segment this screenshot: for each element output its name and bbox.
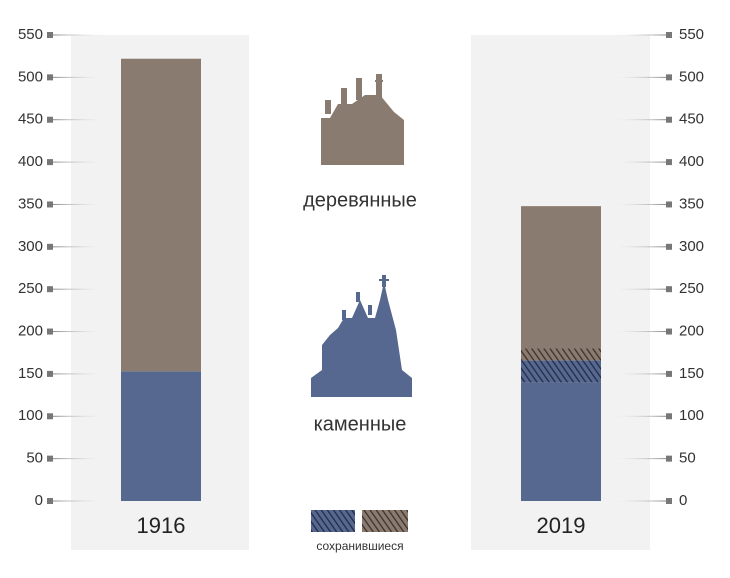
y-tick-label: 0 (35, 492, 43, 509)
bar-segment (521, 348, 601, 361)
y-tick-label: 500 (18, 68, 43, 85)
y2-tick-label: 200 (679, 323, 704, 340)
tick-line (616, 161, 666, 163)
tick-mark (47, 201, 53, 208)
x-tick-label: 1916 (137, 513, 186, 538)
tick-mark (666, 455, 672, 462)
stone-church-icon (311, 275, 412, 397)
tick-line (616, 415, 666, 417)
tick-line (616, 119, 666, 121)
y-tick-label: 200 (18, 323, 43, 340)
y2-tick-label: 100 (679, 407, 704, 424)
tick-line (616, 76, 666, 78)
tick-line (53, 76, 103, 78)
y2-tick-label: 300 (679, 238, 704, 255)
y2-tick-label: 450 (679, 111, 704, 128)
tick-line (616, 500, 666, 502)
y-tick-label: 400 (18, 153, 43, 170)
tick-line (616, 373, 666, 375)
y-tick-label: 250 (18, 280, 43, 297)
tick-mark (47, 328, 53, 335)
tick-line (53, 373, 103, 375)
y-tick-label: 550 (18, 26, 43, 43)
tick-mark (666, 498, 672, 504)
y2-tick-label: 400 (679, 153, 704, 170)
tick-line (616, 246, 666, 248)
y2-tick-label: 50 (679, 450, 696, 467)
tick-mark (666, 370, 672, 377)
bar-segment (521, 206, 601, 349)
tick-line (53, 288, 103, 290)
y2-tick-label: 350 (679, 195, 704, 212)
tick-mark (666, 159, 672, 166)
legend-swatch (311, 510, 355, 532)
tick-line (53, 246, 103, 248)
x-tick-label: 2019 (537, 513, 586, 538)
tick-mark (666, 243, 672, 250)
tick-line (53, 331, 103, 333)
y2-tick-label: 500 (679, 68, 704, 85)
y-tick-label: 450 (18, 111, 43, 128)
tick-line (53, 415, 103, 417)
tick-line (53, 34, 103, 36)
series-label: деревянные (303, 189, 417, 211)
tick-mark (666, 413, 672, 420)
tick-line (616, 331, 666, 333)
legend-swatch (362, 510, 408, 532)
bar-segment (121, 58, 201, 372)
tick-mark (47, 286, 53, 293)
tick-mark (666, 74, 672, 81)
tick-mark (47, 455, 53, 462)
tick-mark (666, 286, 672, 293)
tick-mark (47, 116, 53, 123)
legend-label: сохранившиеся (316, 539, 403, 553)
tick-line (53, 458, 103, 460)
tick-mark (47, 370, 53, 377)
tick-mark (47, 498, 53, 504)
y-tick-label: 350 (18, 195, 43, 212)
tick-mark (47, 159, 53, 166)
wooden-church-icon (321, 74, 404, 165)
tick-mark (666, 32, 672, 38)
tick-mark (47, 243, 53, 250)
bar-segment (521, 360, 601, 383)
tick-mark (47, 413, 53, 420)
tick-mark (47, 32, 53, 38)
y-tick-label: 150 (18, 365, 43, 382)
tick-line (616, 203, 666, 205)
series-label: каменные (314, 413, 407, 435)
tick-mark (666, 116, 672, 123)
tick-line (616, 288, 666, 290)
tick-line (616, 34, 666, 36)
tick-line (616, 458, 666, 460)
bar-segment (521, 382, 601, 501)
y2-tick-label: 250 (679, 280, 704, 297)
bar-segment (121, 371, 201, 501)
tick-mark (666, 201, 672, 208)
y-tick-label: 300 (18, 238, 43, 255)
tick-mark (666, 328, 672, 335)
tick-line (53, 119, 103, 121)
y2-tick-label: 550 (679, 26, 704, 43)
tick-line (53, 500, 103, 502)
y-tick-label: 100 (18, 407, 43, 424)
y-tick-label: 50 (26, 450, 43, 467)
y2-tick-label: 0 (679, 492, 687, 509)
tick-line (53, 161, 103, 163)
y2-tick-label: 150 (679, 365, 704, 382)
tick-line (53, 203, 103, 205)
tick-mark (47, 74, 53, 81)
